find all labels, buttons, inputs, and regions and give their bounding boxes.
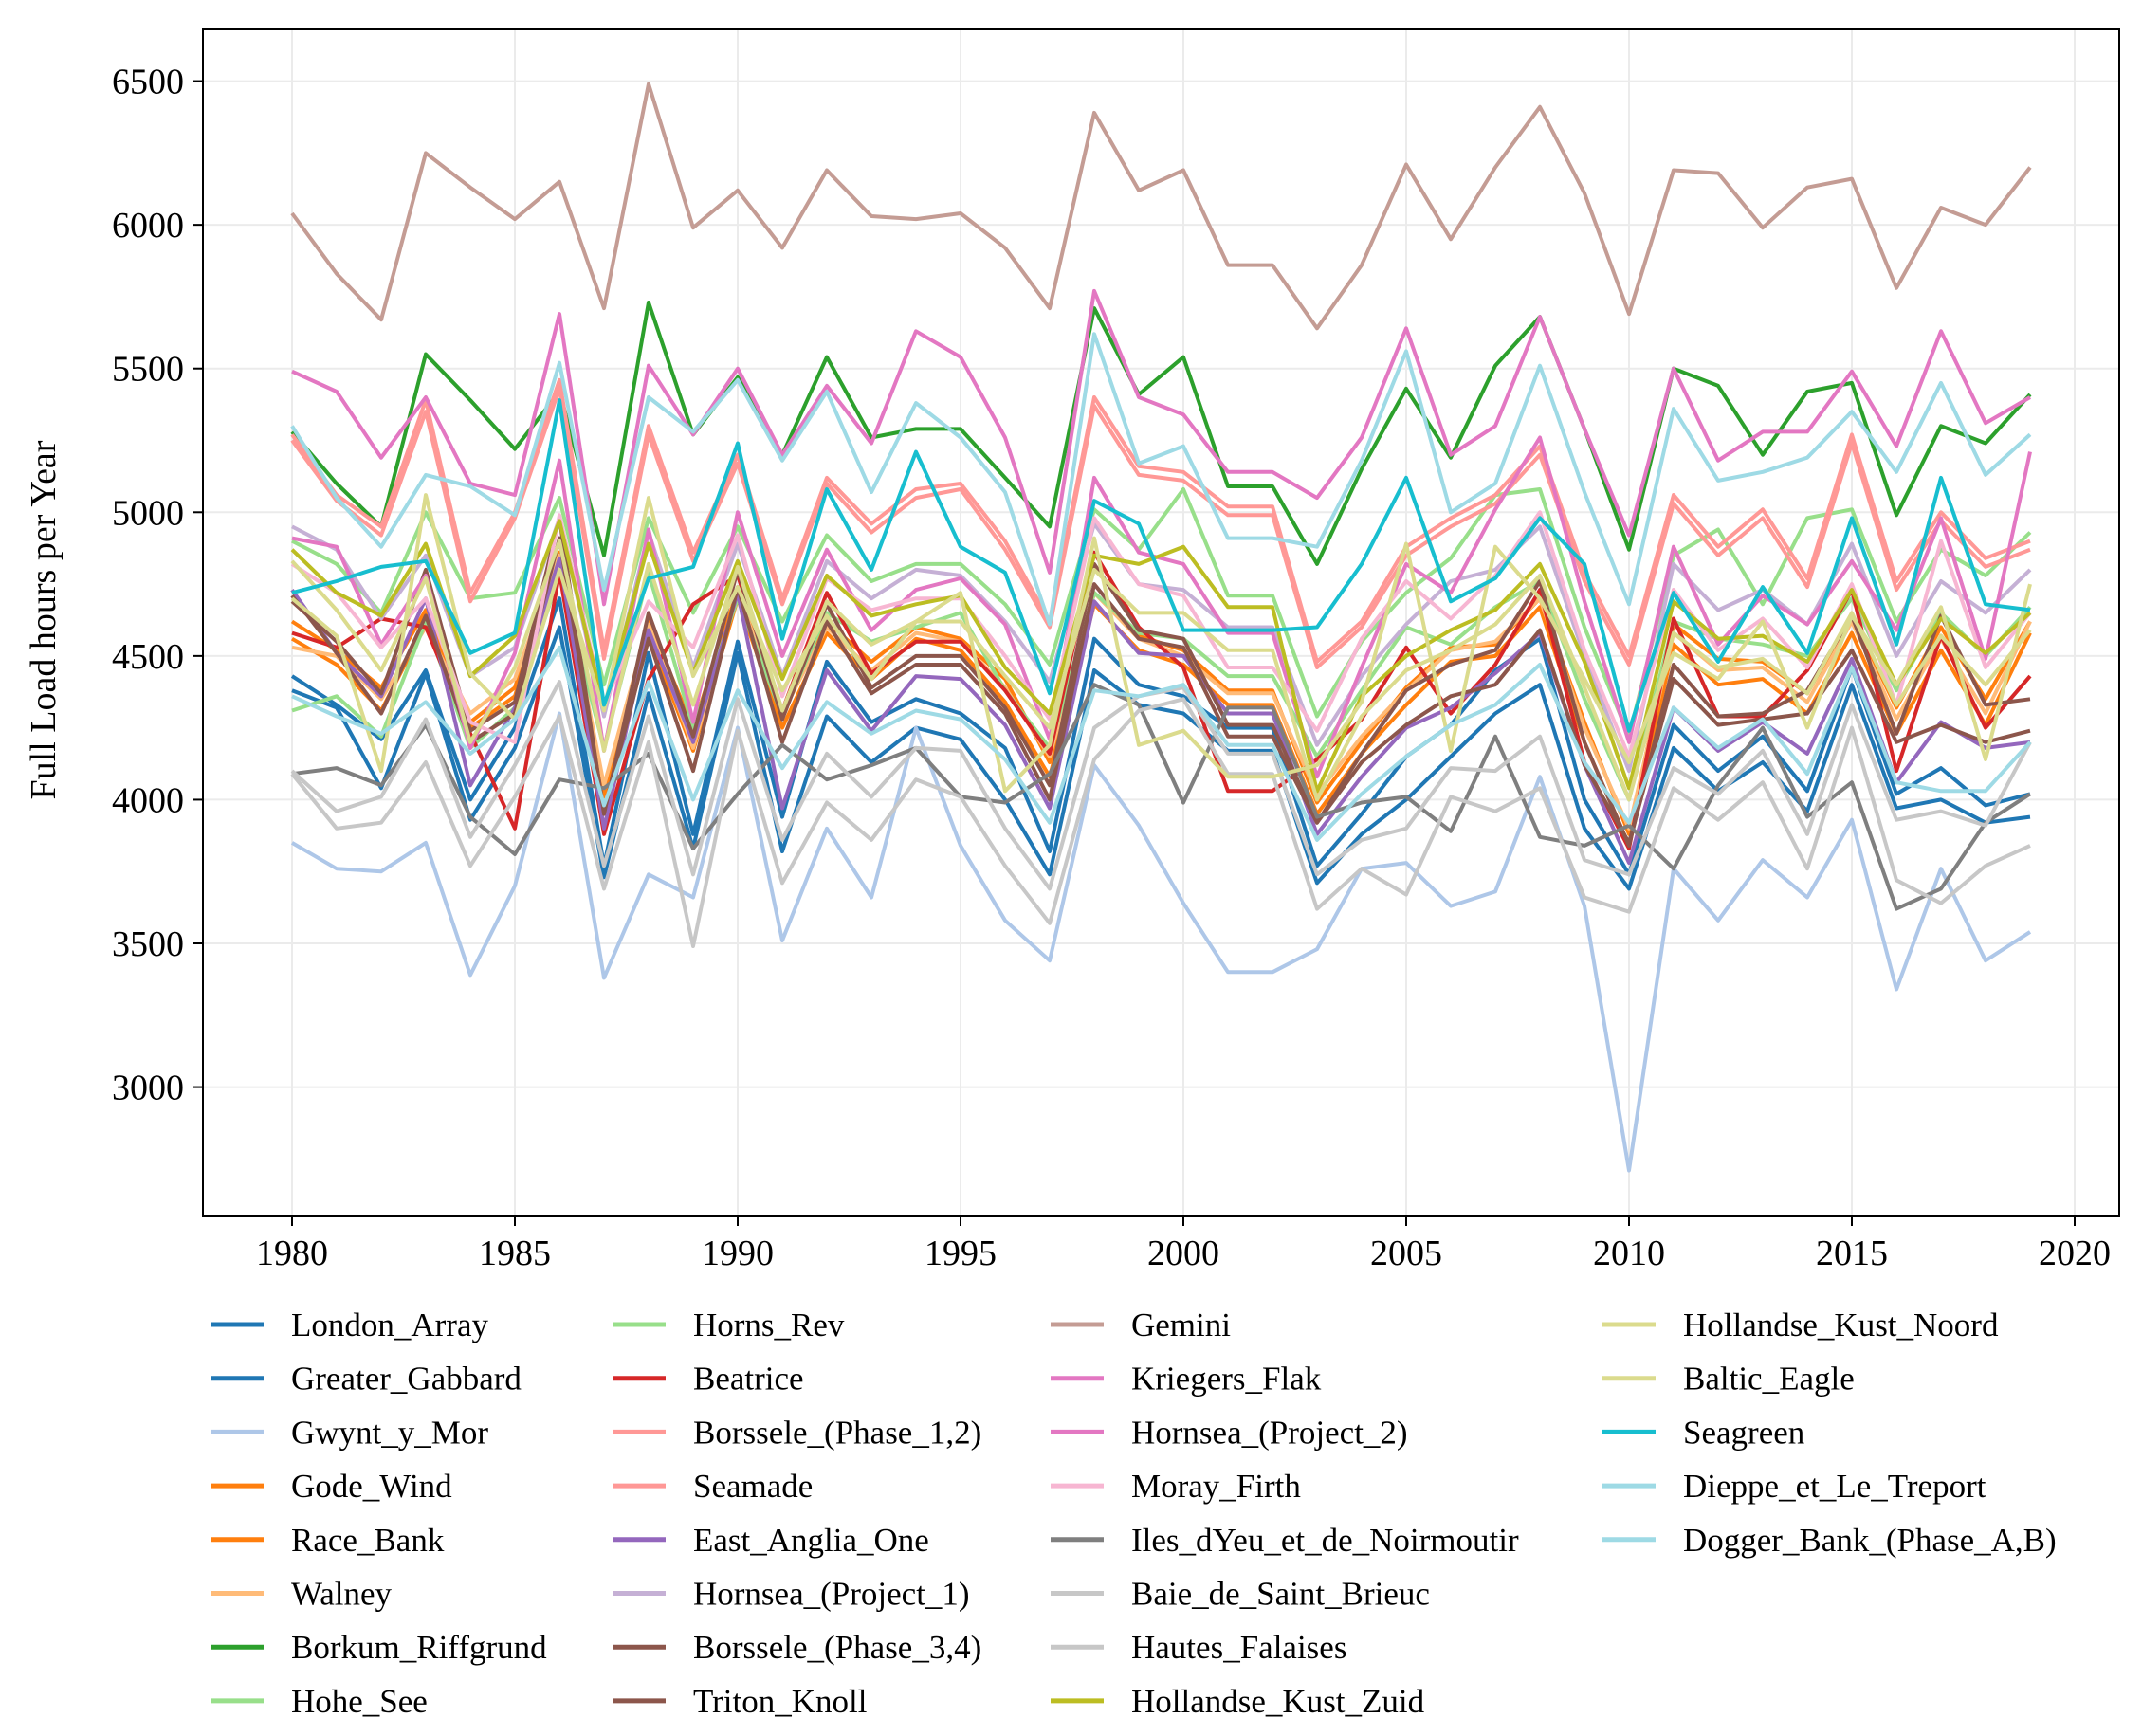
legend-label: Gwynt_y_Mor (291, 1414, 488, 1451)
x-tick-label: 1990 (702, 1233, 774, 1273)
legend-label: Hollandse_Kust_Noord (1683, 1307, 1999, 1343)
legend-label: Race_Bank (291, 1522, 445, 1559)
legend-item: Hollandse_Kust_Zuid (1051, 1683, 1425, 1720)
legend-item: Seamade (613, 1468, 813, 1505)
legend-item: Gode_Wind (211, 1468, 452, 1505)
series-lines (290, 82, 2032, 1173)
y-tick-label: 5000 (112, 493, 184, 533)
y-axis-label: Full Load hours per Year (24, 440, 64, 799)
legend-item: Hohe_See (211, 1683, 428, 1720)
legend-item: East_Anglia_One (613, 1522, 929, 1559)
legend-label: Borkum_Riffgrund (291, 1629, 547, 1666)
series-line-hautes-falaises (290, 680, 2032, 891)
legend-label: Hollandse_Kust_Zuid (1131, 1683, 1425, 1720)
series-line-baltic-eagle (290, 493, 2032, 794)
x-tick-label: 1995 (925, 1233, 997, 1273)
series-line-baie-de-saint-brieuc (290, 697, 2031, 948)
series-line-greater-gabbard (291, 625, 2031, 891)
legend-label: East_Anglia_One (693, 1522, 929, 1559)
legend-label: London_Array (291, 1307, 489, 1343)
y-tick-label: 3500 (112, 924, 184, 964)
legend-item: Hornsea_(Project_1) (613, 1576, 970, 1613)
legend-label: Hornsea_(Project_2) (1131, 1414, 1408, 1451)
series-line-seamade (290, 386, 2031, 669)
series-line-east-anglia-one (290, 556, 2031, 866)
legend-item: Greater_Gabbard (211, 1361, 522, 1398)
series-line-iles-dyeu-et-de-noirmoutir (291, 683, 2032, 911)
legend-item: Borssele_(Phase_3,4) (613, 1629, 981, 1666)
y-tick-label: 3000 (112, 1069, 184, 1108)
legend-item: Dogger_Bank_(Phase_A,B) (1602, 1522, 2057, 1559)
legend-label: Gode_Wind (291, 1468, 452, 1505)
legend-item: Walney (211, 1576, 393, 1613)
legend: London_Array Greater_Gabbard Gwynt_y_Mor Go… (211, 1307, 2057, 1720)
y-tick-label: 4500 (112, 637, 184, 677)
y-tick-label: 6000 (112, 206, 184, 246)
legend-label: Triton_Knoll (693, 1683, 868, 1720)
y-tick-label: 5500 (112, 350, 184, 390)
legend-item: Dieppe_et_Le_Treport (1602, 1468, 1986, 1505)
series-line-gwynt-y-mor (290, 711, 2032, 1173)
legend-label: Walney (291, 1576, 393, 1613)
legend-label: Borssele_(Phase_3,4) (693, 1629, 981, 1666)
legend-label: Greater_Gabbard (291, 1361, 522, 1398)
x-tick-label: 2015 (1816, 1233, 1888, 1273)
legend-label: Seamade (693, 1468, 813, 1505)
legend-item: Beatrice (613, 1361, 804, 1398)
legend-label: Dieppe_et_Le_Treport (1683, 1468, 1986, 1505)
legend-label: Borssele_(Phase_1,2) (693, 1414, 981, 1451)
legend-label: Kriegers_Flak (1131, 1361, 1322, 1398)
legend-item: Gemini (1051, 1307, 1231, 1343)
legend-label: Hornsea_(Project_1) (693, 1576, 970, 1613)
legend-item: Baie_de_Saint_Brieuc (1051, 1576, 1430, 1613)
legend-label: Seagreen (1683, 1414, 1804, 1451)
series-line-dieppe-et-le-treport (291, 645, 2032, 842)
legend-label: Dogger_Bank_(Phase_A,B) (1683, 1522, 2057, 1559)
legend-label: Horns_Rev (693, 1307, 845, 1343)
legend-label: Baltic_Eagle (1683, 1361, 1855, 1398)
legend-item: Hautes_Falaises (1051, 1629, 1346, 1666)
legend-label: Gemini (1131, 1307, 1231, 1343)
series-line-triton-knoll (290, 536, 2031, 845)
legend-item: Moray_Firth (1051, 1468, 1301, 1505)
legend-item: Horns_Rev (613, 1307, 845, 1343)
legend-label: Hohe_See (291, 1683, 428, 1720)
series-line-kriegers-flak (291, 288, 2032, 607)
legend-item: London_Array (211, 1307, 489, 1343)
x-tick-label: 1985 (479, 1233, 551, 1273)
legend-label: Beatrice (693, 1361, 804, 1398)
legend-item: Gwynt_y_Mor (211, 1414, 488, 1451)
legend-item: Triton_Knoll (613, 1683, 868, 1720)
y-tick-label: 4000 (112, 780, 184, 820)
legend-item: Borkum_Riffgrund (211, 1629, 547, 1666)
legend-label: Moray_Firth (1131, 1468, 1301, 1505)
series-line-hohe-see (291, 487, 2032, 739)
x-tick-label: 2010 (1593, 1233, 1665, 1273)
legend-item: Iles_dYeu_et_de_Noirmoutir (1051, 1522, 1519, 1559)
legend-label: Baie_de_Saint_Brieuc (1131, 1576, 1430, 1613)
legend-item: Hollandse_Kust_Noord (1602, 1307, 1999, 1343)
legend-item: Seagreen (1602, 1414, 1804, 1451)
legend-item: Kriegers_Flak (1051, 1361, 1322, 1398)
series-line-hollandse-kust-zuid (290, 519, 2032, 794)
series-line-gemini (290, 82, 2032, 331)
x-tick-label: 2005 (1370, 1233, 1442, 1273)
plot-frame (202, 28, 2120, 1217)
legend-label: Iles_dYeu_et_de_Noirmoutir (1131, 1522, 1519, 1559)
y-tick-label: 6500 (112, 63, 184, 102)
series-line-dogger-bank-phase-a-b (290, 332, 2032, 627)
x-tick-label: 2020 (2039, 1233, 2111, 1273)
series-line-seagreen (291, 398, 2031, 733)
legend-item: Borssele_(Phase_1,2) (613, 1414, 981, 1451)
legend-item: Baltic_Eagle (1602, 1361, 1855, 1398)
axis-ticks: 1980 1985 1990 1995 2000 2005 2010 2015 2020 3000… (112, 63, 2111, 1273)
x-tick-label: 1980 (256, 1233, 328, 1273)
x-tick-label: 2000 (1147, 1233, 1219, 1273)
legend-item: Hornsea_(Project_2) (1051, 1414, 1408, 1451)
legend-label: Hautes_Falaises (1131, 1629, 1346, 1666)
legend-item: Race_Bank (211, 1522, 445, 1559)
